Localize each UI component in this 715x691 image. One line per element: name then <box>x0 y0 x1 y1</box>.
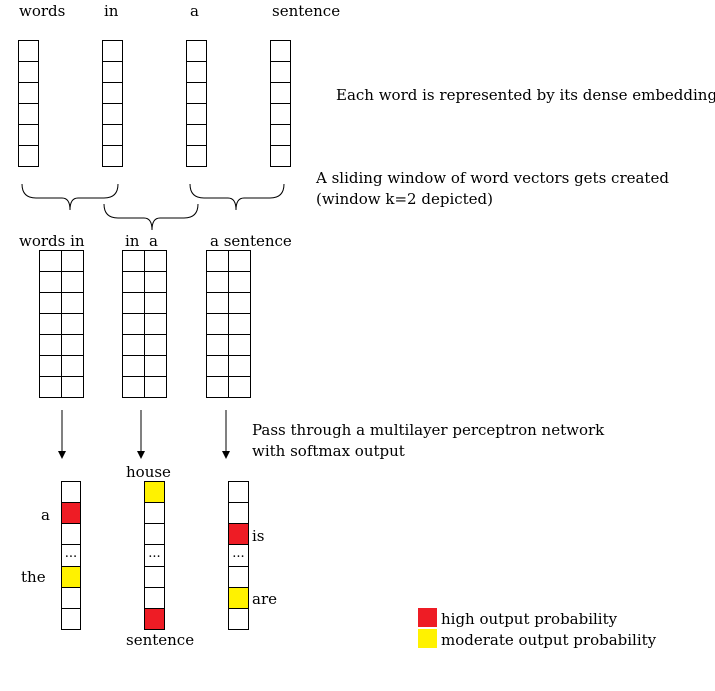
legend-label-high: high output probability <box>441 610 618 628</box>
window-label-2: in a <box>125 232 158 250</box>
note-window-line2: (window k=2 depicted) <box>316 190 493 208</box>
brace-a-sentence <box>189 183 285 211</box>
word-label-a: a <box>190 2 199 20</box>
note-window-line1: A sliding window of word vectors gets cr… <box>316 169 669 187</box>
output-label-house: house <box>126 463 171 481</box>
embedding-vector-words <box>18 40 39 167</box>
note-embedding: Each word is represented by its dense em… <box>336 86 715 104</box>
embedding-vector-a <box>186 40 207 167</box>
output-label-sentence: sentence <box>126 631 195 649</box>
arrow-1-head <box>58 451 66 459</box>
embedding-vector-sentence <box>270 40 291 167</box>
window-matrix-words-in <box>39 250 84 398</box>
output-label-is: is <box>252 527 265 545</box>
output-label-a: a <box>41 506 50 524</box>
output-ellipsis: ... <box>144 545 165 567</box>
output-cell-high <box>144 608 165 630</box>
arrow-3-head <box>222 451 230 459</box>
window-label-3: a sentence <box>210 232 292 250</box>
note-mlp-line2: with softmax output <box>252 442 405 460</box>
embedding-vector-in <box>102 40 123 167</box>
output-vector-2: ... <box>144 481 165 630</box>
output-label-are: are <box>252 590 277 608</box>
word-label-words: words <box>19 2 66 20</box>
output-cell-moderate <box>61 566 81 588</box>
output-ellipsis: ... <box>61 545 81 567</box>
window-matrix-a-sentence <box>206 250 251 398</box>
legend-swatch-moderate <box>418 629 437 648</box>
legend-swatch-high <box>418 608 437 627</box>
window-label-1: words in <box>19 232 85 250</box>
output-cell-moderate <box>144 481 165 503</box>
legend-label-moderate: moderate output probability <box>441 631 657 649</box>
brace-words-in <box>21 183 119 211</box>
note-mlp-line1: Pass through a multilayer perceptron net… <box>252 421 605 439</box>
output-ellipsis: ... <box>228 545 249 567</box>
window-matrix-in-a <box>122 250 167 398</box>
output-vector-3: ... <box>228 481 249 630</box>
brace-in-a <box>103 203 199 231</box>
arrow-2-head <box>137 451 145 459</box>
output-cell-high <box>61 502 81 524</box>
word-label-in: in <box>104 2 119 20</box>
output-label-the: the <box>21 568 46 586</box>
output-vector-1: ... <box>61 481 81 630</box>
word-label-sentence: sentence <box>272 2 341 20</box>
output-cell-high <box>228 523 249 545</box>
output-cell-moderate <box>228 587 249 609</box>
